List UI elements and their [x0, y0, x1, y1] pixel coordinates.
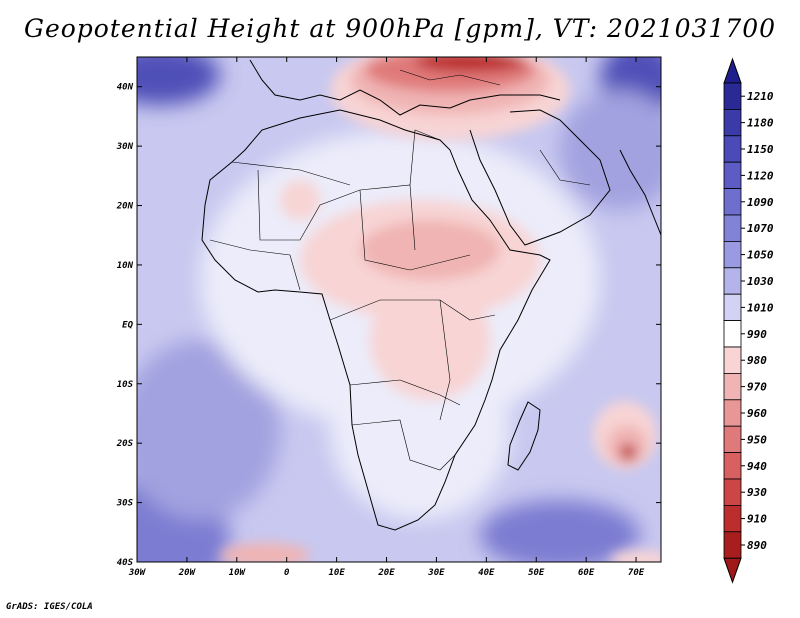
lon-label: 10E [328, 568, 345, 578]
colorbar-label: 1180 [747, 117, 774, 130]
europe-coastline [249, 59, 561, 116]
lon-label: 30E [427, 568, 445, 578]
colorbar-label: 970 [747, 381, 767, 394]
border-rift [439, 299, 451, 421]
india-coastline [619, 149, 661, 236]
colorbar-swatch [723, 399, 742, 427]
cool-anomaly-southeast [480, 500, 640, 562]
lat-label: 10S [117, 380, 134, 390]
colorbar-swatch [723, 267, 742, 295]
border-west-africa [209, 239, 301, 291]
lat-label: 40N [117, 83, 134, 93]
colorbar-swatch [723, 531, 742, 559]
cool-anomaly-northwest [137, 57, 220, 105]
colorbar-label: 1120 [747, 169, 774, 182]
lon-label: 0 [284, 568, 290, 578]
lon-label: 30W [128, 568, 147, 578]
map-title: Geopotential Height at 900hPa [gpm], VT:… [23, 14, 777, 43]
colorbar: 1210 1180 1150 1120 1090 1070 1050 1030 1010 990 9… [723, 57, 774, 584]
colorbar-label: 950 [747, 433, 767, 446]
colorbar-label: 990 [747, 328, 767, 341]
longitude-axis: 30W 20W 10W 0 10E 20E 30E 40E 50E 60E 70E [128, 57, 645, 578]
latitude-axis: 40N 30N 20N 10N EQ 10S 20S 30S 40S [116, 83, 661, 568]
colorbar-swatch [723, 293, 742, 322]
cyclone-core [620, 444, 636, 460]
warm-zone-southeast [610, 550, 661, 562]
colorbar-label: 1150 [747, 143, 774, 156]
colorbar-top-arrow [723, 57, 742, 84]
lat-label: 20N [116, 202, 134, 212]
colorbar-label: 1090 [747, 196, 774, 209]
warm-zone-congo [370, 280, 490, 400]
lat-label: 10N [117, 261, 134, 271]
colorbar-label: 1050 [747, 249, 774, 262]
colorbar-swatch [723, 161, 742, 189]
lat-label: 40S [117, 558, 134, 568]
colorbar-label: 960 [747, 407, 767, 420]
colorbar-label: 1010 [747, 301, 774, 314]
colorbar-label: 890 [747, 539, 767, 552]
lat-label: 30S [116, 499, 134, 509]
credit-text: GrADS: IGES/COLA [6, 602, 93, 612]
warm-deep-core [415, 57, 525, 72]
warm-anomalies [220, 57, 661, 562]
colorbar-swatch [723, 504, 742, 533]
lon-label: 20W [178, 568, 197, 578]
colorbar-swatch [723, 188, 742, 216]
colorbar-label: 1070 [747, 222, 774, 235]
cool-zone-south-atlantic [137, 340, 280, 520]
map-frame [136, 56, 662, 563]
colorbar-label: 980 [747, 354, 767, 367]
border-chad-sudan [359, 189, 471, 271]
warm-spot-sahara [280, 180, 320, 220]
lon-label: 20E [377, 568, 395, 578]
border-namibia-botswana [351, 419, 456, 471]
colorbar-swatch [723, 214, 742, 242]
colorbar-swatch [723, 478, 742, 506]
colorbar-swatch [723, 135, 742, 163]
lon-label: 40E [478, 568, 495, 578]
colorbar-bottom-arrow [723, 557, 742, 584]
border-maghreb [231, 161, 351, 186]
border-angola-zambia [349, 379, 461, 406]
lon-label: 70E [628, 568, 645, 578]
country-borders [209, 69, 591, 471]
colorbar-swatch [723, 109, 742, 137]
colorbar-swatch [723, 346, 742, 374]
warm-zone-south-atlantic [220, 543, 310, 562]
colorbar-label: 940 [747, 460, 767, 473]
colorbar-label: 1210 [747, 90, 774, 103]
colorbar-label: 910 [747, 513, 767, 526]
colorbar-label: 1030 [747, 275, 774, 288]
colorbar-swatch [723, 372, 742, 401]
lat-label: 30N [116, 142, 134, 152]
arabia-coastline [469, 109, 611, 246]
lon-label: 50E [528, 568, 545, 578]
colorbar-swatch [723, 452, 742, 480]
border-arabia [539, 149, 591, 186]
lon-label: 10W [229, 568, 247, 578]
lon-label: 60E [578, 568, 595, 578]
border-europe [399, 69, 501, 86]
colorbar-swatch [723, 82, 742, 110]
lat-label: 20S [116, 439, 134, 449]
colorbar-swatch [723, 240, 742, 269]
colorbar-label: 930 [747, 486, 767, 499]
colorbar-swatch [723, 425, 742, 454]
lat-label: EQ [122, 320, 133, 330]
madagascar-outline [507, 401, 541, 471]
border-egypt-libya [409, 129, 441, 186]
warm-zone-sudan [360, 220, 500, 280]
colorbar-swatch [723, 320, 742, 348]
geopotential-field [137, 57, 661, 562]
